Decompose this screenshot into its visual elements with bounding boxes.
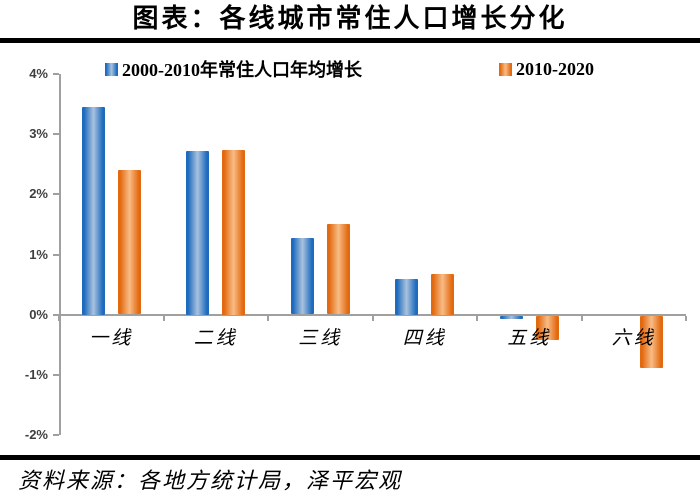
x-axis-tick: [162, 315, 165, 321]
y-axis-tick: [53, 253, 59, 256]
bar-2010-2020-三线: [327, 224, 350, 315]
bar-2000-2010-四线: [395, 278, 418, 315]
category-label-四线: 四线: [402, 328, 447, 349]
x-axis-tick: [476, 315, 478, 321]
x-axis-tick: [58, 315, 60, 321]
category-label-六线: 六线: [611, 328, 656, 349]
legend-swatch-orange: [499, 62, 512, 76]
bar-2000-2010-二线: [186, 151, 209, 315]
bar-2010-2020-四线: [431, 273, 454, 315]
y-axis-tick-label: 4%: [29, 66, 48, 81]
y-axis-tick: [53, 373, 59, 376]
y-axis-tick: [53, 434, 59, 436]
x-axis-tick: [371, 315, 374, 321]
y-axis-tick-label: 2%: [29, 186, 48, 202]
legend-label: 2000-2010年常住人口年均增长: [122, 60, 362, 80]
category-label-二线: 二线: [193, 328, 238, 349]
category-label-一线: 一线: [89, 328, 134, 349]
category-label-五线: 五线: [507, 328, 552, 349]
x-axis-line: [59, 313, 686, 316]
bar-2000-2010-五线: [500, 315, 523, 319]
y-axis-line: [59, 74, 61, 435]
bottom-divider-line: [0, 455, 700, 460]
chart-title: 图表：各线城市常住人口增长分化: [132, 4, 568, 33]
legend-label: 2010-2020: [516, 58, 594, 79]
y-axis-tick: [53, 313, 59, 316]
y-axis-tick: [53, 133, 59, 136]
bar-2010-2020-六线: [640, 315, 663, 368]
y-axis-tick-label: -2%: [24, 427, 48, 442]
bar-2010-2020-一线: [118, 170, 141, 315]
y-axis-tick: [53, 193, 59, 196]
x-axis-tick: [685, 315, 687, 321]
source-note: 资料来源：各地方统计局，泽平宏观: [18, 468, 403, 493]
bar-2000-2010-三线: [291, 238, 314, 315]
legend-item-2000-2010: 2000-2010年常住人口年均增长: [105, 60, 362, 80]
category-label-三线: 三线: [298, 328, 343, 349]
y-axis-tick-label: -1%: [24, 366, 48, 382]
top-divider-line: [0, 38, 700, 43]
bar-2000-2010-一线: [82, 107, 105, 316]
y-axis-tick: [53, 73, 59, 75]
legend-swatch-blue: [105, 62, 118, 76]
legend-item-2010-2020: 2010-2020: [499, 58, 594, 79]
y-axis-tick-label: 0%: [29, 306, 48, 322]
bar-2010-2020-二线: [222, 149, 245, 315]
y-axis-tick-label: 3%: [29, 126, 48, 142]
y-axis-tick-label: 1%: [29, 246, 48, 262]
x-axis-tick: [580, 315, 583, 321]
x-axis-tick: [267, 315, 269, 321]
bar-2010-2020-五线: [536, 315, 559, 340]
